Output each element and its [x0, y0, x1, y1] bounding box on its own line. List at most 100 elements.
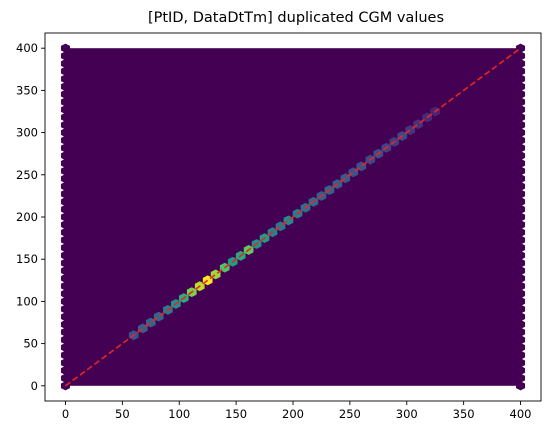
hexbin-edge-cell — [516, 89, 526, 99]
y-tick-label: 150 — [16, 252, 38, 266]
plot-area — [60, 43, 526, 391]
hexbin-edge-cell — [60, 66, 70, 76]
hexbin-edge-cell — [60, 373, 70, 383]
hexbin-edge-cell — [60, 304, 70, 314]
hexbin-edge-cell — [516, 51, 526, 61]
hexbin-edge-cell — [60, 335, 70, 345]
hexbin-edge-cell — [516, 135, 526, 145]
x-tick-label: 350 — [453, 407, 475, 421]
y-axis: 0 50 100 150 200 250 300 350 400 — [16, 41, 45, 393]
hexbin-edge-cell — [60, 189, 70, 199]
hexbin-edge-cell — [516, 243, 526, 253]
hexbin-edge-cell — [60, 243, 70, 253]
hexbin-edge-cell — [516, 151, 526, 161]
hexbin-edge-cell — [60, 197, 70, 207]
hexbin-edge-cell — [60, 74, 70, 84]
hexbin-edge-cell — [516, 66, 526, 76]
hexbin-edge-cell — [516, 365, 526, 376]
reference-line — [65, 47, 521, 387]
hexbin-edge-cell — [60, 327, 70, 337]
hexbin-edge-cell — [60, 258, 70, 268]
hexbin-edge-cell — [516, 220, 526, 230]
hexbin-edge-cell — [60, 289, 70, 299]
hexbin-edge-cell — [516, 74, 526, 84]
hexbin-edge-cell — [516, 227, 526, 237]
hexbin-edge-cell — [60, 51, 70, 61]
hexbin-edge-cell — [516, 174, 526, 184]
x-tick-label: 300 — [396, 407, 418, 421]
hexbin-edge-cell — [60, 212, 70, 222]
y-tick-label: 250 — [16, 168, 38, 182]
hexbin-edge-cell — [516, 327, 526, 337]
x-tick-label: 250 — [339, 407, 361, 421]
hexbin-edge-cell — [60, 365, 70, 376]
x-tick-label: 100 — [168, 407, 190, 421]
hexbin-edge-cell — [60, 319, 70, 330]
hexbin-edge-cell — [60, 266, 70, 276]
hexbin-edge-cell — [60, 104, 70, 115]
hexbin-edge-cell — [60, 143, 70, 153]
hexbin-edge-cell — [60, 43, 70, 53]
hexbin-edge-cell — [60, 204, 70, 214]
hexbin-edge-cell — [516, 197, 526, 207]
hexbin-edge-cell — [516, 296, 526, 306]
hexbin-edge-cell — [60, 358, 70, 368]
hexbin-edge-cell — [516, 166, 526, 176]
hexbin-edge-cell — [516, 381, 526, 391]
hexbin-edge-cell — [60, 89, 70, 99]
hexbin-edge-cell — [60, 342, 70, 353]
hexbin-edge-cell — [60, 250, 70, 260]
y-tick-label: 400 — [16, 41, 38, 55]
hexbin-edge-cell — [60, 81, 70, 92]
x-axis: 0 50 100 150 200 250 300 350 400 — [62, 401, 531, 421]
x-tick-label: 150 — [225, 407, 247, 421]
x-tick-label: 50 — [115, 407, 130, 421]
y-tick-label: 0 — [31, 379, 38, 393]
chart-title: [PtID, DataDtTm] duplicated CGM values — [148, 10, 444, 26]
hexbin-edge-cell — [60, 112, 70, 122]
hexbin-edge-cell — [516, 81, 526, 92]
hexbin-edge-cell — [60, 151, 70, 161]
hexbin-edge-cell — [516, 304, 526, 314]
hexbin-edge-cell — [60, 166, 70, 176]
hexbin-edge-cell — [60, 312, 70, 322]
hexbin-edge-cell — [60, 120, 70, 130]
hexbin-edge-cell — [516, 266, 526, 276]
hexbin-edge-cell — [516, 281, 526, 291]
hexbin-edge-cell — [60, 227, 70, 237]
hexbin-edge-cell — [516, 258, 526, 268]
hexbin-edge-cell — [60, 181, 70, 191]
hexbin-edge-cell — [516, 235, 526, 245]
hexbin-edge-cell — [60, 350, 70, 360]
hexbin-edge-cell — [516, 335, 526, 345]
hexbin-edge-cell — [516, 112, 526, 122]
y-tick-label: 100 — [16, 294, 38, 308]
hexbin-edge-cell — [516, 358, 526, 368]
y-tick-label: 50 — [23, 337, 38, 351]
y-tick-label: 200 — [16, 210, 38, 224]
x-tick-label: 0 — [62, 407, 69, 421]
hexbin-edge-cell — [516, 350, 526, 360]
hexbin-edge-cell — [516, 97, 526, 107]
hexbin-edge-cell — [60, 174, 70, 184]
hexbin-edge-cell — [60, 235, 70, 245]
hexbin-edge-cell — [60, 135, 70, 145]
hexbin-edge-cell — [516, 312, 526, 322]
hexbin-edge-cell — [516, 319, 526, 330]
hexbin-edge-cell — [516, 289, 526, 299]
hexbin-edge-cell — [60, 97, 70, 107]
hexbin-edge-cell — [516, 181, 526, 191]
hexbin-edge-cell — [60, 281, 70, 291]
hexbin-edge-cell — [516, 158, 526, 168]
x-tick-label: 200 — [282, 407, 304, 421]
hexbin-edge-cell — [516, 143, 526, 153]
hexbin-edge-cell — [516, 373, 526, 383]
y-tick-label: 350 — [16, 83, 38, 97]
hexbin-edge-cell — [516, 250, 526, 260]
hexbin-edge-cell — [60, 58, 70, 69]
y-tick-label: 300 — [16, 126, 38, 140]
hexbin-edge-cell — [60, 158, 70, 168]
hexbin-edge-cell — [516, 204, 526, 214]
hexbin-edge-cell — [516, 212, 526, 222]
